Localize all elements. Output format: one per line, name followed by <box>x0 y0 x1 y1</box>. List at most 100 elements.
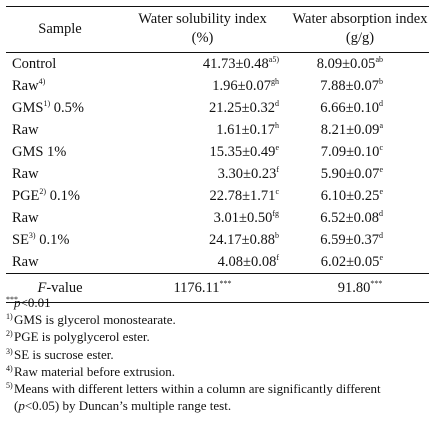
header-wai-line1: Water absorption index <box>292 11 428 27</box>
sample-cell: Raw <box>6 251 114 274</box>
wai-letter: ab <box>375 55 383 65</box>
sample-footnote-marker: 4) <box>38 77 46 87</box>
wai-value: 6.10±0.25 <box>320 188 380 204</box>
table-row: Raw 3.30±0.23f 5.90±0.07e <box>6 163 429 185</box>
table-row: Raw4) 1.96±0.07gh 7.88±0.07b <box>6 75 429 97</box>
wai-cell: 8.21±0.09a <box>291 119 429 141</box>
table-row: Raw 1.61±0.17h 8.21±0.09a <box>6 119 429 141</box>
table-row: Control 41.73±0.48a5) 8.09±0.05ab <box>6 53 429 76</box>
wsi-letter: d <box>275 99 279 109</box>
wai-letter: b <box>379 77 383 87</box>
wai-cell: 6.66±0.10d <box>291 97 429 119</box>
wsi-cell: 1.61±0.17h <box>114 119 291 141</box>
footnote-sig-p: p <box>14 295 21 310</box>
wsi-letter: f <box>276 165 279 175</box>
wai-cell: 8.09±0.05ab <box>291 53 429 76</box>
wsi-letter: h <box>275 121 279 131</box>
wsi-cell: 15.35±0.49e <box>114 141 291 163</box>
sample-cell: GMS 1% <box>6 141 114 163</box>
wsi-value: 22.78±1.71 <box>209 188 276 204</box>
header-sample-label: Sample <box>38 20 82 37</box>
fvalue-wsi: 1176.11*** <box>114 274 291 303</box>
fvalue-wsi-value: 1176.11 <box>173 280 220 296</box>
wai-value: 5.90±0.07 <box>320 166 380 182</box>
wsi-letter: e <box>275 143 279 153</box>
sample-cell: PGE2) 0.1% <box>6 185 114 207</box>
footnote-5-line2: <0.05) by Duncan’s multiple range test. <box>24 398 232 414</box>
wai-value: 6.02±0.05 <box>320 254 380 270</box>
fvalue-label-f: F <box>37 280 47 296</box>
sample-name: Raw <box>12 122 39 138</box>
wsi-value: 1.61±0.17 <box>216 122 275 138</box>
header-sample: Sample <box>6 7 114 53</box>
wai-letter: d <box>379 99 383 109</box>
fvalue-wsi-sig: *** <box>219 279 232 289</box>
wai-letter: a <box>379 121 383 131</box>
wsi-cell: 3.01±0.50fg <box>114 207 291 229</box>
fvalue-label-rest: -value <box>46 280 83 296</box>
wsi-value: 15.35±0.49 <box>209 144 276 160</box>
wsi-cell: 3.30±0.23f <box>114 163 291 185</box>
wai-letter: e <box>379 187 383 197</box>
results-table: Sample Water solubility index (%) Water … <box>6 6 429 303</box>
wai-letter: e <box>379 253 383 263</box>
wsi-value: 41.73±0.48 <box>202 56 269 72</box>
footnote-5-line1: Means with different letters within a co… <box>14 381 381 397</box>
footnote-1-text: GMS is glycerol monostearate. <box>14 312 176 328</box>
wsi-value: 1.96±0.07 <box>212 78 271 94</box>
sample-name: GMS 1% <box>12 144 67 160</box>
header-wsi-line1: Water solubility index <box>138 11 267 27</box>
wsi-cell: 1.96±0.07gh <box>114 75 291 97</box>
sample-suffix: 0.5% <box>50 100 84 116</box>
wsi-cell: 4.08±0.08f <box>114 251 291 274</box>
wai-value: 7.88±0.07 <box>320 78 379 94</box>
footnote-3: 3) SE is sucrose ester. <box>6 346 114 362</box>
sample-cell: Raw <box>6 119 114 141</box>
fvalue-row: F-value 1176.11*** 91.80*** <box>6 274 429 303</box>
wsi-cell: 24.17±0.88b <box>114 229 291 251</box>
sample-name: Raw <box>12 78 39 94</box>
wsi-value: 24.17±0.88 <box>209 232 275 248</box>
wai-value: 6.66±0.10 <box>320 100 379 116</box>
fvalue-wai-value: 91.80 <box>337 280 371 296</box>
wsi-value: 4.08±0.08 <box>217 254 277 270</box>
footnote-5: 5) Means with different letters within a … <box>6 381 381 414</box>
header-wai-line2: (g/g) <box>345 30 375 46</box>
sample-cell: Control <box>6 53 114 76</box>
table-row: GMS 1% 15.35±0.49e 7.09±0.10c <box>6 141 429 163</box>
sample-cell: Raw <box>6 163 114 185</box>
wai-value: 6.52±0.08 <box>320 210 379 226</box>
wsi-letter: f <box>276 253 279 263</box>
wsi-letter: c <box>275 187 279 197</box>
sample-footnote-marker: 3) <box>28 231 36 241</box>
sample-name: PGE <box>12 188 40 204</box>
wsi-letter: b <box>275 231 279 241</box>
sample-suffix: 0.1% <box>46 188 80 204</box>
sample-footnote-marker: 2) <box>39 187 47 197</box>
fvalue-wai-sig: *** <box>370 279 383 289</box>
table-row: PGE2) 0.1% 22.78±1.71c 6.10±0.25e <box>6 185 429 207</box>
wai-cell: 6.02±0.05e <box>291 251 429 274</box>
sample-name: SE <box>12 232 29 248</box>
wai-cell: 6.52±0.08d <box>291 207 429 229</box>
wsi-cell: 21.25±0.32d <box>114 97 291 119</box>
wsi-letter: gh <box>271 77 279 87</box>
sample-name: GMS <box>12 100 44 116</box>
wai-cell: 5.90±0.07e <box>291 163 429 185</box>
footnote-2-text: PGE is polyglycerol ester. <box>14 329 150 345</box>
wai-value: 6.59±0.37 <box>320 232 379 248</box>
sample-cell: Raw <box>6 207 114 229</box>
wai-cell: 6.59±0.37d <box>291 229 429 251</box>
wai-cell: 7.09±0.10c <box>291 141 429 163</box>
footnote-3-text: SE is sucrose ester. <box>14 346 114 362</box>
wai-letter: c <box>379 143 383 153</box>
wsi-value: 21.25±0.32 <box>209 100 275 116</box>
wai-letter: d <box>379 209 383 219</box>
footnote-sig-text: <0.01 <box>20 295 51 310</box>
footnote-4-text: Raw material before extrusion. <box>14 363 175 379</box>
table-row: Raw 3.01±0.50fg 6.52±0.08d <box>6 207 429 229</box>
footnote-5-paren: ( <box>14 398 19 414</box>
footnote-4: 4) Raw material before extrusion. <box>6 363 175 379</box>
fvalue-wai: 91.80*** <box>291 274 429 303</box>
